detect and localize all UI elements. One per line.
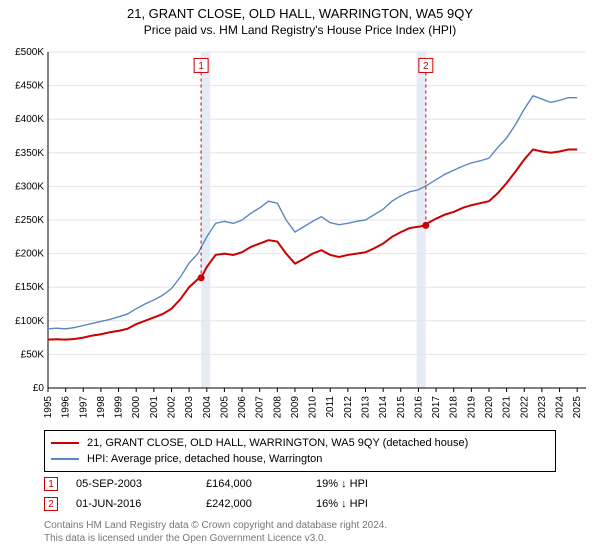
svg-text:2004: 2004 [202,396,213,419]
chart-area: £0 £50K £100K £150K £200K £250K £300K £350K £400… [0,42,600,422]
svg-text:£400K: £400K [15,114,44,125]
svg-text:2008: 2008 [272,396,283,419]
footer-attribution: Contains HM Land Registry data © Crown c… [44,520,387,545]
sale-price: £242,000 [206,498,316,510]
svg-text:£300K: £300K [15,181,44,192]
svg-text:1995: 1995 [43,396,54,419]
svg-text:2009: 2009 [290,396,301,419]
svg-text:£500K: £500K [15,47,44,58]
legend-item: 21, GRANT CLOSE, OLD HALL, WARRINGTON, W… [51,435,549,451]
svg-text:£350K: £350K [15,148,44,159]
sale-price: £164,000 [206,478,316,490]
svg-text:2020: 2020 [484,396,495,419]
svg-text:2013: 2013 [361,396,372,419]
svg-text:£450K: £450K [15,81,44,92]
svg-text:2: 2 [423,61,429,72]
svg-text:2024: 2024 [555,396,566,419]
svg-text:2016: 2016 [413,396,424,419]
svg-text:2025: 2025 [572,396,583,419]
svg-text:1999: 1999 [114,396,125,419]
svg-text:2010: 2010 [308,396,319,419]
svg-text:1998: 1998 [96,396,107,419]
legend-item: HPI: Average price, detached house, Warr… [51,451,549,467]
svg-text:2021: 2021 [502,396,513,419]
svg-text:£50K: £50K [21,349,45,360]
svg-text:2022: 2022 [519,396,530,419]
legend-swatch [51,458,79,460]
sale-diff: 19% ↓ HPI [316,478,416,490]
sale-date: 05-SEP-2003 [76,478,206,490]
svg-text:2006: 2006 [237,396,248,419]
svg-text:2002: 2002 [166,396,177,419]
sale-row: 1 05-SEP-2003 £164,000 19% ↓ HPI [44,474,416,494]
svg-text:£0: £0 [33,383,45,394]
svg-text:2018: 2018 [449,396,460,419]
svg-text:2005: 2005 [219,396,230,419]
legend-swatch [51,442,79,444]
svg-text:£200K: £200K [15,249,44,260]
chart-title: 21, GRANT CLOSE, OLD HALL, WARRINGTON, W… [0,0,600,21]
svg-text:2007: 2007 [255,396,266,419]
sales-list: 1 05-SEP-2003 £164,000 19% ↓ HPI 2 01-JU… [44,474,416,514]
svg-text:1997: 1997 [78,396,89,419]
svg-text:2017: 2017 [431,396,442,419]
sale-marker-icon: 2 [44,497,58,511]
footer-line: This data is licensed under the Open Gov… [44,533,387,546]
legend-label: HPI: Average price, detached house, Warr… [87,453,322,465]
svg-text:2000: 2000 [131,396,142,419]
svg-text:£250K: £250K [15,215,44,226]
svg-text:2023: 2023 [537,396,548,419]
legend-box: 21, GRANT CLOSE, OLD HALL, WARRINGTON, W… [44,430,556,472]
sale-row: 2 01-JUN-2016 £242,000 16% ↓ HPI [44,494,416,514]
svg-text:2014: 2014 [378,396,389,419]
svg-text:2011: 2011 [325,396,336,418]
sale-marker-icon: 1 [44,477,58,491]
legend-label: 21, GRANT CLOSE, OLD HALL, WARRINGTON, W… [87,437,468,449]
svg-text:1996: 1996 [61,396,72,419]
svg-text:2001: 2001 [149,396,160,419]
svg-text:2019: 2019 [466,396,477,419]
sale-date: 01-JUN-2016 [76,498,206,510]
svg-text:2012: 2012 [343,396,354,419]
chart-subtitle: Price paid vs. HM Land Registry's House … [0,21,600,37]
svg-text:2015: 2015 [396,396,407,419]
svg-text:£100K: £100K [15,316,44,327]
svg-text:£150K: £150K [15,282,44,293]
svg-text:1: 1 [198,61,204,72]
sale-diff: 16% ↓ HPI [316,498,416,510]
line-chart-svg: £0 £50K £100K £150K £200K £250K £300K £350K £400… [0,42,600,422]
svg-text:2003: 2003 [184,396,195,419]
footer-line: Contains HM Land Registry data © Crown c… [44,520,387,533]
